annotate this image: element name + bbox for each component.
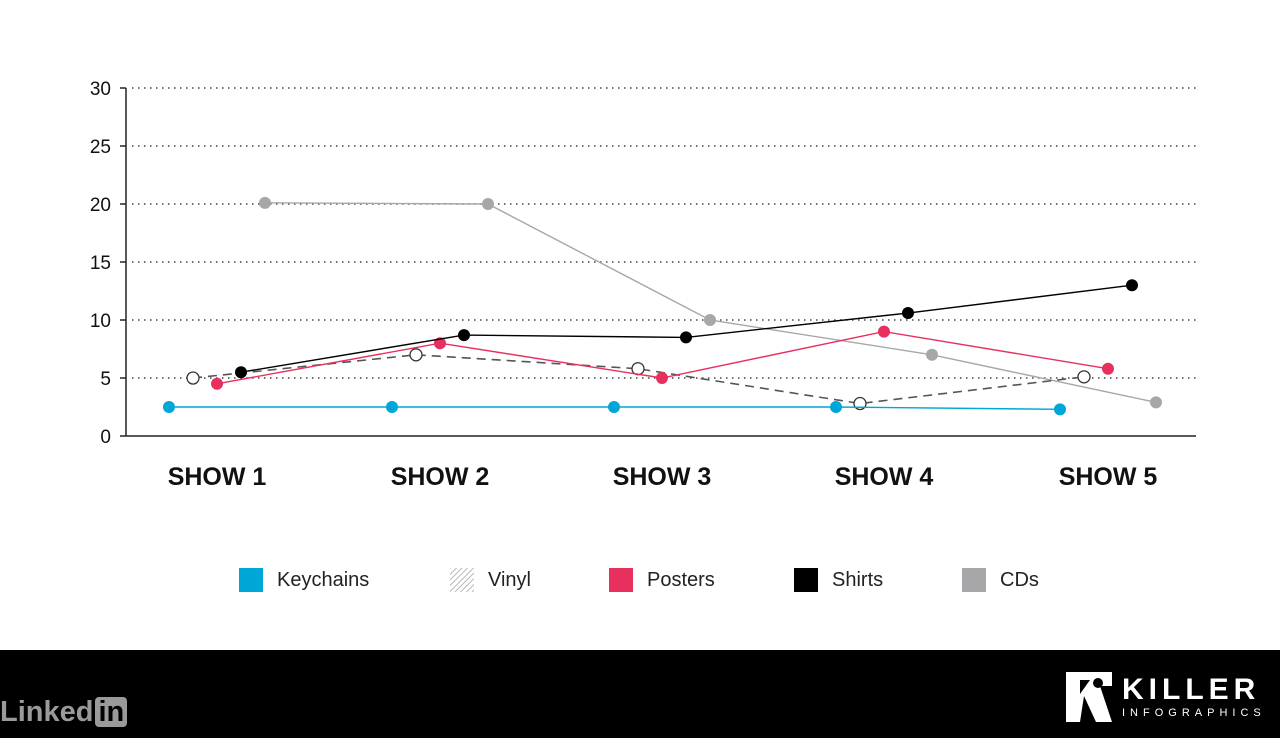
data-point-vinyl	[1077, 370, 1091, 384]
legend-label-vinyl: Vinyl	[488, 568, 531, 591]
killer-infographics-logo: KILLER INFOGRAPHICS	[1066, 672, 1266, 722]
data-point-shirts	[1126, 279, 1138, 292]
tick-labels: 0 5 10 15 20 25 30 SHOW 1 SHOW 2 SHOW 3 SHOW 4 SHOW…	[90, 79, 1158, 491]
footer-bar: Linked in KILLER INFOGRAPHICS	[0, 650, 1280, 738]
series-cds	[259, 196, 1162, 409]
gridlines	[132, 87, 1196, 379]
legend-label-shirts: Shirts	[832, 568, 884, 591]
legend: Keychains Vinyl Posters Shirts CDs	[0, 560, 1280, 600]
legend-item-shirts: Shirts	[794, 560, 883, 600]
data-point-posters	[211, 377, 223, 390]
data-point-keychains	[830, 401, 842, 413]
data-point-cds	[926, 348, 938, 361]
series-lines	[163, 196, 1162, 416]
data-point-cds	[1150, 396, 1162, 409]
x-tick-label: SHOW 5	[1059, 463, 1158, 491]
series-vinyl	[186, 348, 1091, 411]
y-tick-label: 25	[90, 137, 111, 158]
axes	[120, 87, 1196, 437]
series-line-cds	[264, 202, 1157, 404]
legend-item-keychains: Keychains	[239, 560, 369, 600]
linkedin-logo-text: Linked	[0, 695, 94, 728]
legend-swatch-shirts	[794, 568, 818, 592]
data-point-shirts	[235, 366, 247, 379]
legend-swatch-vinyl	[450, 568, 474, 592]
series-shirts	[235, 279, 1138, 379]
y-tick-label: 10	[90, 311, 111, 332]
data-point-cds	[259, 196, 271, 209]
brand-subtitle: INFOGRAPHICS	[1122, 707, 1266, 719]
killer-logo-icon	[1066, 672, 1112, 722]
y-tick-label: 0	[100, 427, 111, 448]
x-tick-label: SHOW 4	[835, 463, 934, 491]
y-tick-label: 30	[90, 79, 111, 100]
legend-label-posters: Posters	[647, 568, 715, 591]
series-posters	[211, 325, 1114, 390]
data-point-vinyl	[186, 371, 200, 385]
data-point-shirts	[458, 329, 470, 342]
y-tick-label: 15	[90, 253, 111, 274]
data-point-keychains	[163, 401, 175, 413]
data-point-posters	[1102, 362, 1114, 375]
legend-swatch-cds	[962, 568, 986, 592]
data-point-shirts	[902, 307, 914, 320]
legend-item-posters: Posters	[609, 560, 715, 600]
data-point-posters	[656, 372, 668, 384]
legend-label-cds: CDs	[1000, 568, 1039, 591]
legend-item-vinyl: Vinyl	[450, 560, 531, 600]
x-tick-label: SHOW 3	[613, 463, 712, 491]
data-point-posters	[878, 325, 890, 338]
series-keychains	[163, 401, 1066, 416]
line-chart: 0 5 10 15 20 25 30 SHOW 1 SHOW 2 SHOW 3 SHOW 4 SHOW…	[90, 79, 1196, 491]
x-tick-label: SHOW 2	[391, 463, 490, 491]
brand-name: KILLER	[1122, 673, 1261, 706]
data-point-keychains	[608, 401, 620, 413]
legend-swatch-posters	[609, 568, 633, 592]
brand-text: KILLER INFOGRAPHICS	[1122, 674, 1266, 720]
x-tick-label: SHOW 1	[168, 463, 267, 491]
linkedin-logo-box: in	[95, 697, 128, 727]
legend-swatch-keychains	[239, 568, 263, 592]
legend-item-cds: CDs	[962, 560, 1039, 600]
data-point-vinyl	[409, 348, 423, 362]
data-point-keychains	[386, 401, 398, 413]
y-tick-label: 5	[100, 369, 111, 390]
linkedin-logo: Linked in	[0, 694, 128, 730]
data-point-cds	[482, 198, 494, 210]
data-point-keychains	[1054, 403, 1066, 416]
data-point-shirts	[680, 331, 692, 344]
data-point-cds	[704, 314, 716, 326]
y-tick-label: 20	[90, 195, 111, 216]
legend-label-keychains: Keychains	[277, 568, 370, 591]
